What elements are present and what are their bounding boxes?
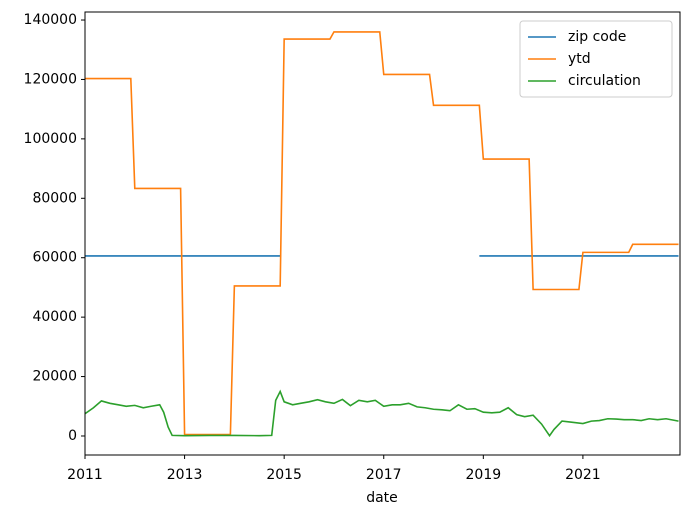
x-tick-label: 2013 [167,467,203,483]
legend-box [519,20,673,98]
y-tick-label: 140000 [24,12,77,28]
legend-label: zip code [568,29,626,45]
series-line [85,389,679,438]
x-tick-label: 2021 [565,467,601,483]
legend-label: ytd [568,51,591,67]
y-tick-label: 100000 [24,131,77,147]
x-tick-label: 2011 [67,467,103,483]
plot-frame [84,11,681,456]
x-tick-label: 2019 [466,467,502,483]
y-tick-label: 20000 [32,369,77,385]
y-tick-label: 40000 [32,309,77,325]
legend-label: circulation [568,73,641,89]
y-tick-label: 120000 [24,71,77,87]
y-tick-label: 80000 [32,190,77,206]
x-tick-label: 2017 [366,467,402,483]
x-tick-label: 2015 [266,467,302,483]
series-line [85,31,679,436]
plot-area [85,31,679,438]
x-axis-label: date [366,490,398,506]
y-tick-label: 0 [68,428,77,444]
y-tick-label: 60000 [32,250,77,266]
